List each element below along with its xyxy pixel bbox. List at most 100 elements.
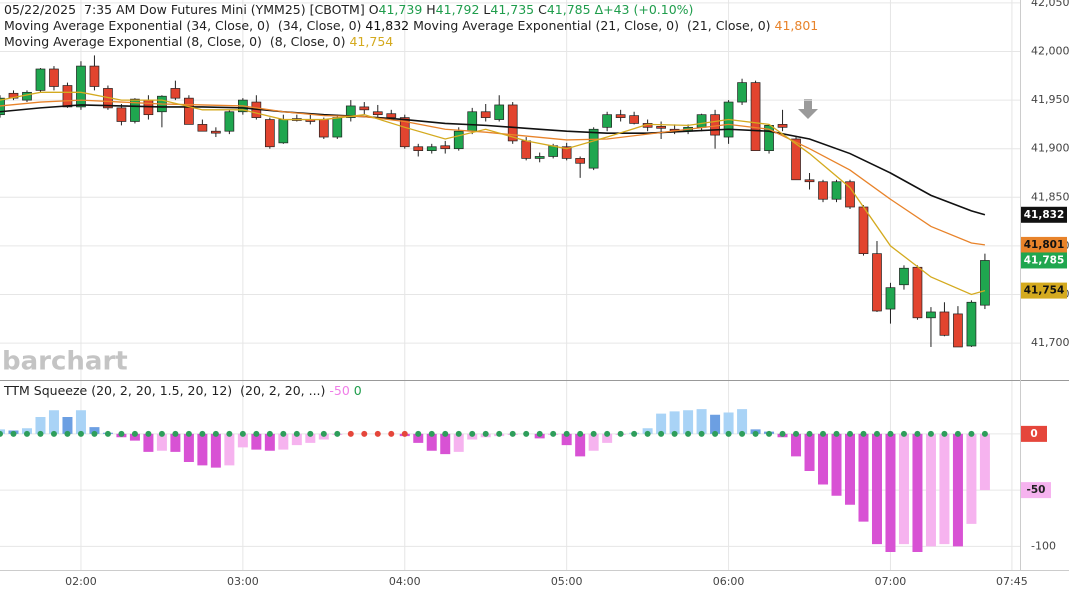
price-badge-label: 41,754 [1024, 285, 1065, 297]
candle-body [858, 206, 869, 255]
value-badge-label: 0 [1030, 428, 1037, 440]
ema-params: (8, Close, 0) [269, 34, 346, 49]
squeeze-dot [361, 430, 368, 437]
squeeze-dot [145, 430, 152, 437]
squeeze-dot [104, 430, 111, 437]
histogram-bar [426, 433, 437, 451]
histogram-bar [588, 433, 599, 451]
squeeze-dot [577, 430, 584, 437]
histogram-bar [291, 433, 302, 446]
squeeze-dot [374, 430, 381, 437]
candle-body [750, 82, 761, 151]
squeeze-dot [739, 430, 746, 437]
squeeze-dot [604, 430, 611, 437]
candle-body [696, 114, 707, 128]
histogram-bar [791, 433, 802, 457]
squeeze-dot [91, 430, 98, 437]
quote-line: 05/22/2025 7:35 AM Dow Futures Mini (YMM… [4, 2, 693, 18]
ema-params: (34, Close, 0) [277, 18, 362, 33]
x-tick-label: 03:00 [227, 575, 259, 588]
candle-body [467, 111, 478, 132]
candle-body [926, 311, 936, 319]
squeeze-dot [941, 430, 948, 437]
squeeze-dot [496, 430, 503, 437]
squeeze-dot [766, 430, 773, 437]
squeeze-dot [199, 430, 206, 437]
candle-body [22, 91, 32, 101]
candle-body [426, 146, 437, 151]
histogram-bar [413, 433, 424, 443]
value-badge [1021, 482, 1051, 499]
candle-body [507, 104, 518, 142]
histogram-bar [62, 417, 73, 434]
ema-value: 41,832 [365, 18, 410, 33]
histogram-bar [602, 433, 613, 443]
ema-legend: Moving Average Exponential (8, Close, 0)… [4, 34, 393, 49]
squeeze-dot [455, 430, 462, 437]
candle-body [130, 98, 140, 122]
candle-body [588, 128, 599, 169]
ttm-title: TTM Squeeze (20, 2, 20, 1.5, 20, 12) [4, 383, 233, 398]
histogram-bar [210, 433, 221, 468]
squeeze-dot [334, 430, 341, 437]
squeeze-dot [887, 430, 894, 437]
squeeze-dot [347, 430, 354, 437]
squeeze-dot [37, 430, 44, 437]
candle-body [332, 117, 343, 138]
quote: O41,739 H41,792 L41,735 C41,785 [369, 2, 595, 17]
histogram-bar [925, 433, 936, 547]
candle-body [184, 97, 194, 125]
y-tick-label: 41,700 [1031, 336, 1069, 349]
squeeze-dot [172, 430, 179, 437]
ema-legend: Moving Average Exponential (34, Close, 0… [4, 18, 409, 33]
histogram-bar [885, 433, 896, 552]
y-tick-label: 42,050 [1031, 0, 1069, 9]
histogram-bar [871, 433, 882, 545]
squeeze-dot [752, 430, 759, 437]
candle-body [440, 145, 451, 150]
squeeze-dot [131, 430, 138, 437]
price-badge-label: 41,785 [1024, 254, 1065, 266]
squeeze-dot [428, 430, 435, 437]
squeeze-dot [253, 430, 260, 437]
x-tick-label: 02:00 [65, 575, 97, 588]
candle-body [818, 181, 828, 200]
histogram-bar [305, 433, 316, 443]
price-badge [1021, 282, 1067, 299]
squeeze-dot [266, 430, 273, 437]
candle-body [453, 130, 464, 150]
squeeze-dot [873, 430, 880, 437]
histogram-bar [89, 427, 100, 434]
candle-body [534, 156, 545, 159]
quote-key: C [538, 2, 547, 17]
candle-body [170, 88, 181, 99]
x-tick-label: 05:00 [551, 575, 583, 588]
squeeze-dot [712, 430, 719, 437]
squeeze-dot [833, 430, 840, 437]
candle-body [737, 82, 747, 103]
histogram-bar [710, 414, 721, 434]
histogram-bar [278, 433, 289, 450]
candle-body [548, 145, 559, 157]
squeeze-dot [509, 430, 516, 437]
candle-body [278, 119, 289, 144]
candle-body [197, 124, 208, 132]
candle-body [521, 140, 532, 159]
squeeze-dot [968, 430, 975, 437]
squeeze-dot [658, 430, 665, 437]
ttm-dots: 0 [353, 383, 362, 398]
symbol: Dow Futures Mini (YMM25) [CBOTM] [139, 2, 365, 17]
candle-body [224, 111, 235, 132]
squeeze-dot [320, 430, 327, 437]
candle-body [764, 125, 774, 151]
candle-body [359, 106, 370, 111]
ema-line [0, 99, 986, 246]
squeeze-dot [118, 430, 125, 437]
squeeze-dot [779, 430, 786, 437]
histogram-bar [170, 433, 181, 452]
squeeze-dot [685, 430, 692, 437]
histogram-bar [183, 433, 194, 462]
squeeze-dot [927, 430, 934, 437]
squeeze-dot [914, 430, 921, 437]
